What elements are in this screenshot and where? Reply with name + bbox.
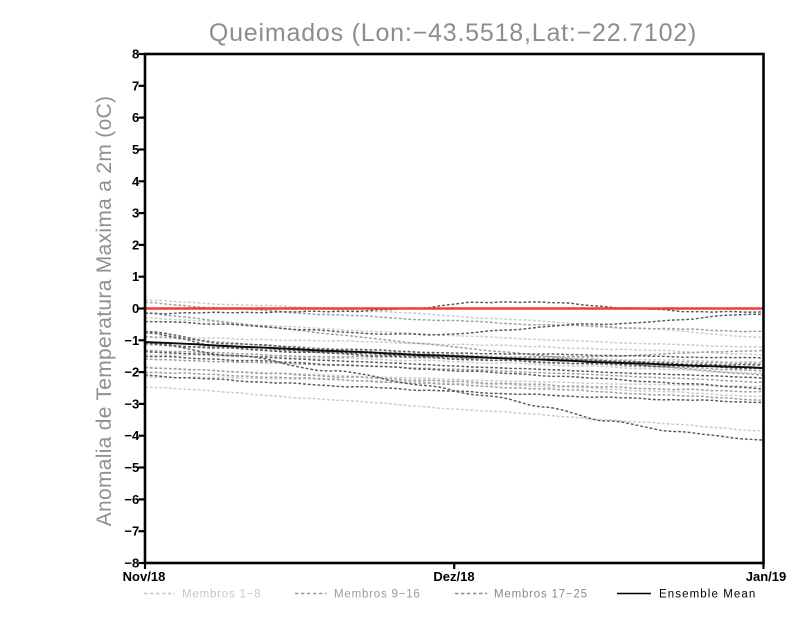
svg-text:Dez/18: Dez/18 bbox=[433, 569, 474, 584]
svg-text:Jan/19: Jan/19 bbox=[746, 569, 786, 584]
svg-text:−6: −6 bbox=[124, 492, 139, 507]
svg-text:6: 6 bbox=[132, 110, 139, 125]
svg-text:Queimados (Lon:−43.5518,Lat:−2: Queimados (Lon:−43.5518,Lat:−22.7102) bbox=[209, 19, 697, 47]
svg-text:Membros 1−8: Membros 1−8 bbox=[182, 588, 261, 600]
svg-text:0: 0 bbox=[132, 301, 139, 316]
svg-text:−5: −5 bbox=[124, 460, 139, 475]
svg-text:Membros 9−16: Membros 9−16 bbox=[334, 588, 421, 600]
svg-text:8: 8 bbox=[132, 47, 139, 62]
svg-text:−1: −1 bbox=[124, 333, 139, 348]
svg-text:−3: −3 bbox=[124, 396, 139, 411]
svg-text:5: 5 bbox=[132, 142, 139, 157]
svg-text:−7: −7 bbox=[124, 524, 139, 539]
svg-text:Membros 17−25: Membros 17−25 bbox=[494, 588, 588, 600]
svg-text:7: 7 bbox=[132, 78, 139, 93]
svg-text:3: 3 bbox=[132, 206, 139, 221]
svg-text:Nov/18: Nov/18 bbox=[123, 569, 166, 584]
svg-text:−2: −2 bbox=[124, 365, 139, 380]
svg-text:Ensemble Mean: Ensemble Mean bbox=[659, 588, 756, 600]
svg-text:1: 1 bbox=[132, 269, 139, 284]
svg-text:−4: −4 bbox=[124, 428, 140, 443]
svg-text:2: 2 bbox=[132, 237, 139, 252]
svg-text:Anomalia de Temperatura Maxima: Anomalia de Temperatura Maxima a 2m (oC) bbox=[93, 96, 116, 527]
svg-text:4: 4 bbox=[132, 174, 140, 189]
svg-text:−8: −8 bbox=[124, 556, 139, 571]
